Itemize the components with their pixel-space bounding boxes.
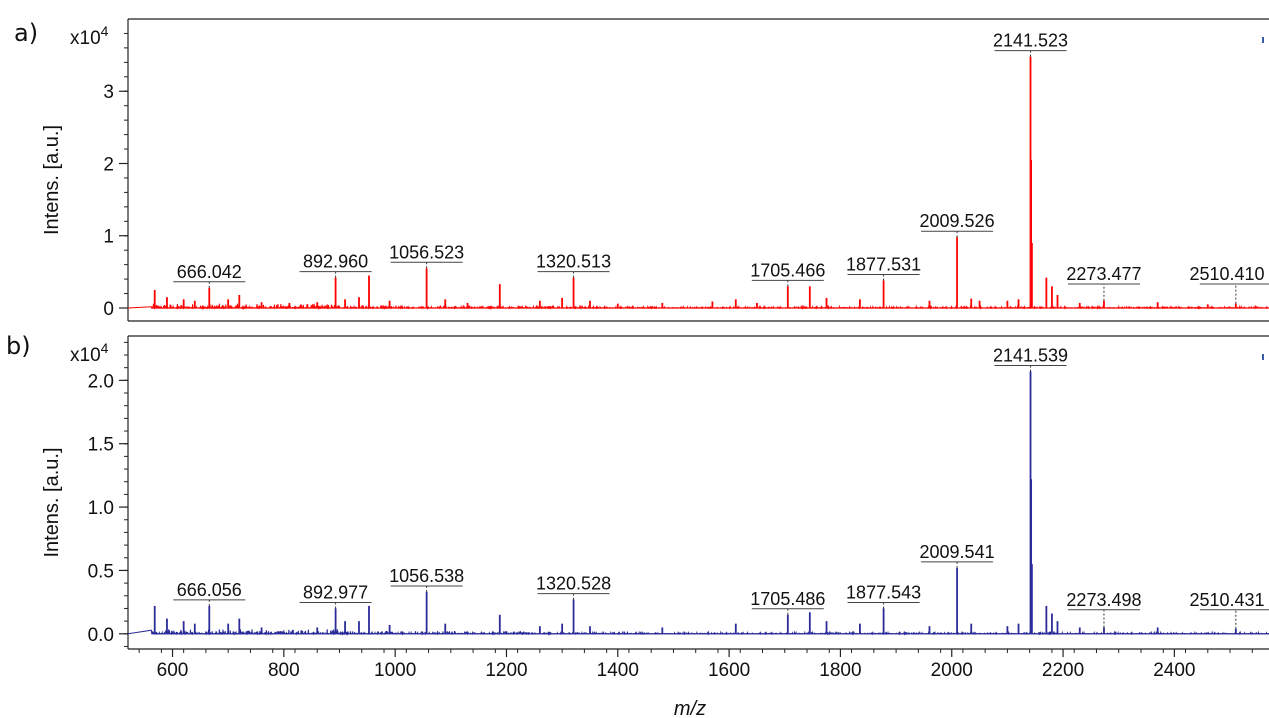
peak-label: 1705.466 bbox=[750, 260, 825, 280]
y-multiplier-label: x104 bbox=[70, 23, 109, 49]
panel-a: a) x104 Intens. [a.u.] 0 1 2 3 666.042 892.960 10… bbox=[14, 18, 1269, 322]
peak-label: 2141.539 bbox=[993, 345, 1068, 365]
peak-label: 1320.528 bbox=[536, 574, 611, 594]
y-multiplier-label: x104 bbox=[70, 340, 109, 366]
spectrum-baseline bbox=[127, 629, 1269, 636]
peak-label: 2141.523 bbox=[993, 31, 1068, 51]
x-tick-label: 1200 bbox=[485, 660, 527, 681]
x-tick-label: 2000 bbox=[931, 660, 973, 681]
peak-label: 892.977 bbox=[303, 582, 368, 602]
panel-label: a) bbox=[14, 19, 38, 47]
peak-label: 2009.541 bbox=[920, 542, 995, 562]
x-axis-label: m/z bbox=[674, 698, 706, 718]
y-axis-label: Intens. [a.u.] bbox=[41, 447, 63, 557]
peak-label: 1877.543 bbox=[846, 582, 921, 602]
peak-label: 2009.526 bbox=[920, 211, 995, 231]
y-tick-label: 0.5 bbox=[88, 561, 114, 582]
x-tick-label: 1600 bbox=[708, 660, 750, 681]
x-tick-label: 800 bbox=[268, 660, 300, 681]
x-tick-label: 2200 bbox=[1042, 660, 1084, 681]
y-tick-label: 0.0 bbox=[88, 625, 114, 646]
peak-label: 1320.513 bbox=[536, 252, 611, 272]
x-tick-label: 2400 bbox=[1153, 660, 1195, 681]
x-tick-label: 600 bbox=[157, 660, 189, 681]
y-tick-label: 2.0 bbox=[88, 371, 114, 392]
peak-label: 2510.410 bbox=[1189, 264, 1264, 284]
x-tick-label: 1800 bbox=[819, 660, 861, 681]
peak-label: 1877.531 bbox=[846, 255, 921, 275]
y-tick-label: 1.0 bbox=[88, 498, 114, 519]
peak-label: 892.960 bbox=[303, 252, 368, 272]
panel-label: b) bbox=[6, 332, 31, 360]
peak-label: 1056.538 bbox=[389, 566, 464, 586]
spectrum-baseline bbox=[127, 303, 1269, 310]
y-tick-label: 3 bbox=[103, 82, 114, 103]
y-axis-label: Intens. [a.u.] bbox=[41, 125, 63, 235]
peak-label: 1705.486 bbox=[750, 589, 825, 609]
peak-label: 2273.477 bbox=[1066, 264, 1141, 284]
y-tick-label: 1.5 bbox=[88, 435, 114, 456]
y-tick-label: 2 bbox=[103, 154, 114, 175]
x-tick-label: 1400 bbox=[597, 660, 639, 681]
peak-label: 1056.523 bbox=[389, 242, 464, 262]
peak-label: 666.056 bbox=[177, 580, 242, 600]
y-tick-label: 1 bbox=[103, 227, 114, 248]
panel-b: b) x104 Intens. [a.u.] 0.0 0.5 1.0 1.5 2.0 666.0… bbox=[6, 332, 1269, 650]
x-tick-label: 1000 bbox=[374, 660, 416, 681]
peak-label: 666.042 bbox=[177, 262, 242, 282]
peak-label: 2510.431 bbox=[1189, 590, 1264, 610]
y-tick-label: 0 bbox=[103, 299, 114, 320]
peak-label: 2273.498 bbox=[1066, 590, 1141, 610]
